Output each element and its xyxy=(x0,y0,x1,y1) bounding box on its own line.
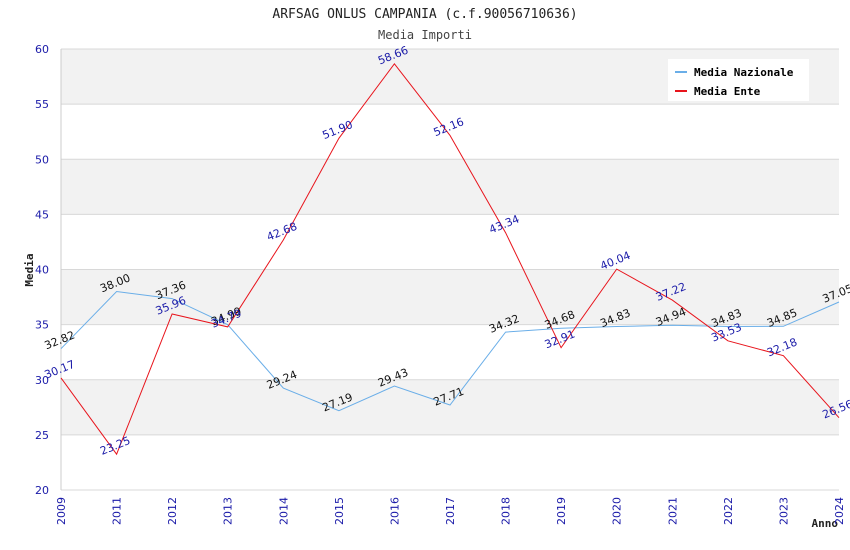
plot-background-bands xyxy=(61,49,839,490)
x-axis-title: Anno xyxy=(812,517,839,530)
x-tick-label: 2022 xyxy=(722,497,735,525)
plot-band xyxy=(61,379,839,435)
plot-band xyxy=(61,324,839,380)
y-tick-label: 25 xyxy=(35,429,49,442)
x-tick-label: 2019 xyxy=(555,497,568,525)
plot-band xyxy=(61,159,839,215)
x-axis-ticks: 2009 2011 2012 2013 2014 2015 2016 2017 2018 2019… xyxy=(55,497,846,525)
y-tick-label: 30 xyxy=(35,374,49,387)
plot-band xyxy=(61,269,839,325)
legend: Media Nazionale Media Ente xyxy=(668,59,809,101)
plot-band xyxy=(61,104,839,160)
y-axis-ticks: 20 25 30 35 40 45 50 55 60 xyxy=(35,43,49,497)
chart-subtitle: Media Importi xyxy=(378,28,472,42)
x-tick-label: 2011 xyxy=(111,497,124,525)
x-tick-label: 2023 xyxy=(777,497,790,525)
x-tick-label: 2014 xyxy=(277,497,290,525)
x-tick-label: 2021 xyxy=(666,497,679,525)
legend-label: Media Ente xyxy=(694,85,761,98)
x-tick-label: 2018 xyxy=(500,497,513,525)
gridlines xyxy=(60,48,839,491)
legend-box xyxy=(668,59,809,101)
x-tick-label: 2016 xyxy=(388,497,401,525)
x-tick-label: 2015 xyxy=(333,497,346,525)
y-tick-label: 35 xyxy=(35,319,49,332)
x-tick-label: 2009 xyxy=(55,497,68,525)
series-line-media-ente xyxy=(60,62,840,456)
y-tick-label: 20 xyxy=(35,484,49,497)
y-tick-label: 45 xyxy=(35,208,49,221)
plot-band xyxy=(61,214,839,270)
x-tick-label: 2013 xyxy=(222,497,235,525)
y-tick-label: 60 xyxy=(35,43,49,56)
x-tick-label: 2024 xyxy=(833,497,846,525)
x-tick-label: 2012 xyxy=(166,497,179,525)
legend-label: Media Nazionale xyxy=(694,66,794,79)
chart-title: ARFSAG ONLUS CAMPANIA (c.f.90056710636) xyxy=(272,7,577,22)
plot-band xyxy=(61,434,839,490)
y-tick-label: 50 xyxy=(35,153,49,166)
series-lines xyxy=(60,62,840,456)
x-tick-label: 2020 xyxy=(611,497,624,525)
x-tick-label: 2017 xyxy=(444,497,457,525)
y-tick-label: 40 xyxy=(35,264,49,277)
y-axis-title: Media xyxy=(23,253,36,286)
y-tick-label: 55 xyxy=(35,98,49,111)
